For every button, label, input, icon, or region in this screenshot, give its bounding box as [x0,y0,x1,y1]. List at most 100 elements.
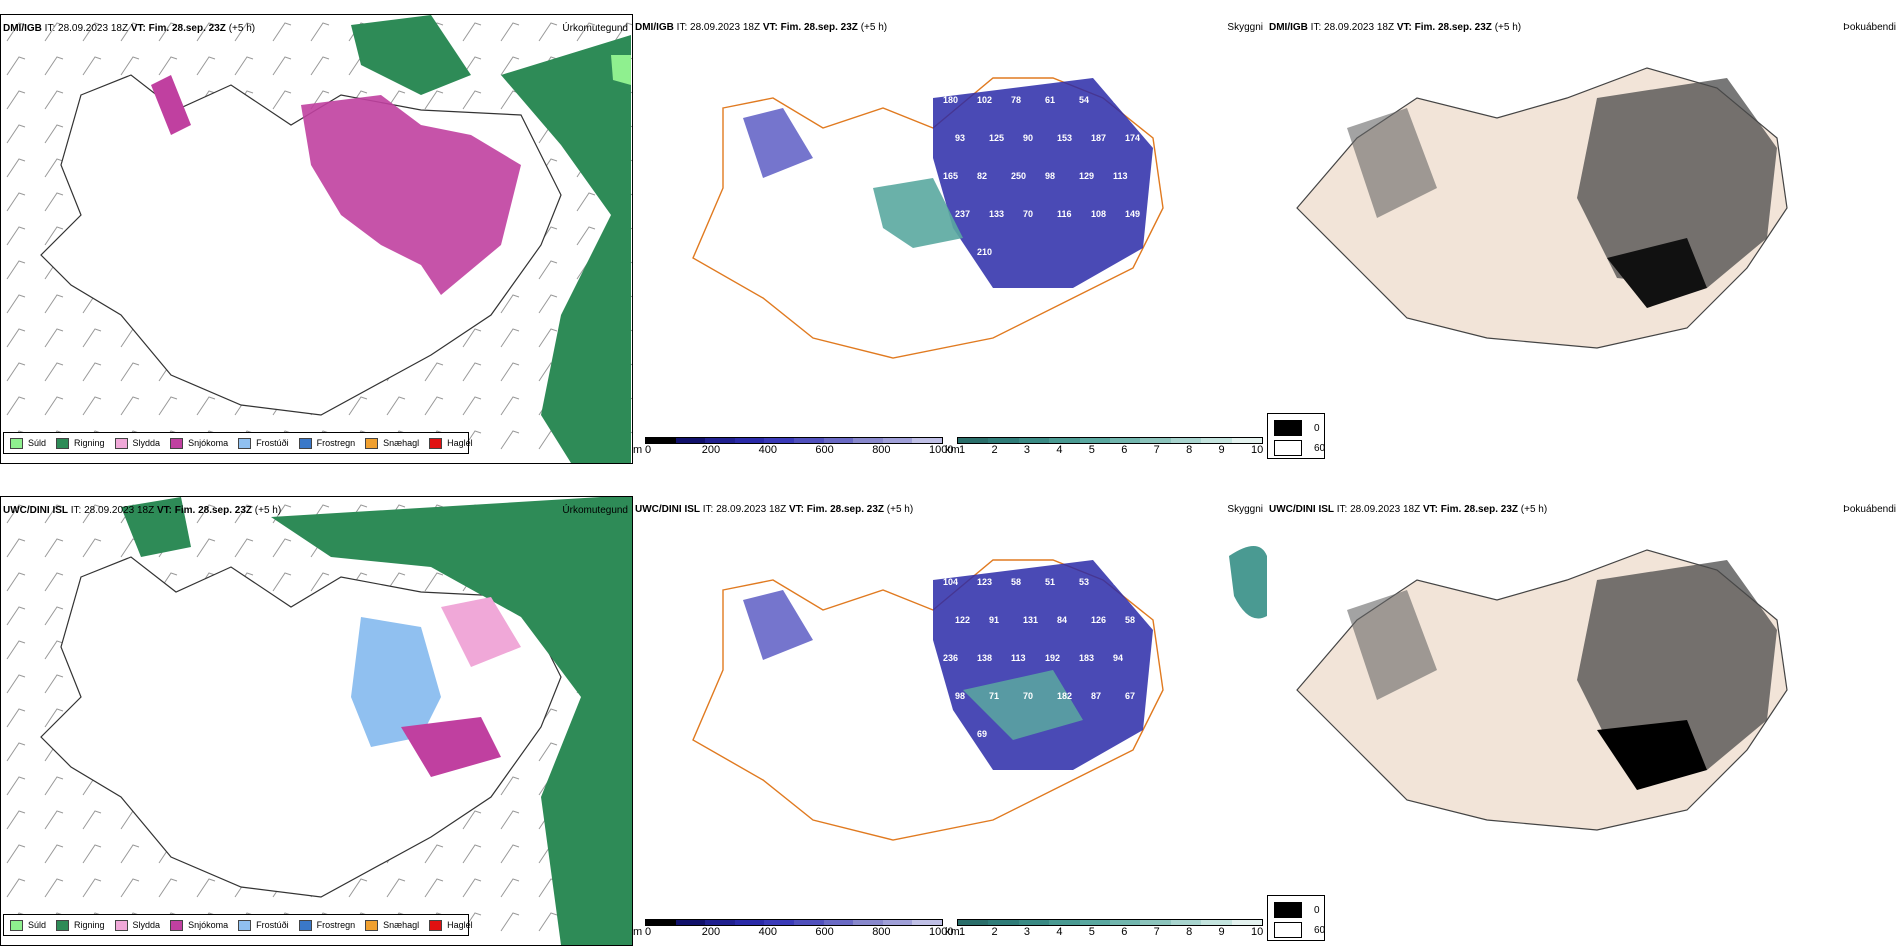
height-colorbar [645,919,943,926]
precip-map-row1 [1,15,632,463]
cloud-base-label: 149 [1125,209,1140,219]
fog-legend-label: 0 [1314,422,1320,434]
cloud-base-label: 71 [989,691,999,701]
height-colorbar [645,437,943,444]
cloud-base-label: 51 [1045,577,1055,587]
fog-legend-row1: 0 60 [1267,413,1325,459]
cloud-base-label: 122 [955,615,970,625]
colorbar-step [675,438,706,443]
legend-swatch [10,437,23,449]
colorbar-step [853,920,883,925]
cloud-base-label: 90 [1023,133,1033,143]
cloud-base-label: 236 [943,653,958,663]
fog-legend-swatch [1274,922,1302,938]
legend-label: Haglél [447,438,473,448]
cloud-base-label: 88 [1113,577,1123,587]
legend-item: Súld [10,437,47,449]
cloud-base-label: 182 [1057,691,1072,701]
legend-label: Snjókoma [188,920,229,930]
colorbar-step [764,438,794,443]
cloud-base-label: 69 [977,729,987,739]
vis-unit: km [945,926,960,938]
fog-panel-row2: UWC/DINI ISL IT: 28.09.2023 18Z VT: Fim.… [1267,496,1900,946]
cloud-base-label: 61 [1045,95,1055,105]
cloud-map-row2: 104 123 58 51 53 88 122 91 131 84 126 58 236 138 113 19… [692,559,1164,841]
param-label: Þokuábendi [1843,504,1896,515]
colorbar-step [675,920,706,925]
colorbar-step [912,438,942,443]
cloud-base-label: 94 [1113,653,1123,663]
param-label: Úrkomutegund [562,505,628,516]
legend-label: Snæhagl [383,920,420,930]
colorbar-tick: 3 [1023,444,1030,456]
legend-label: Rigning [74,920,105,930]
colorbar-tick: 2 [991,444,998,456]
legend-swatch [429,437,443,449]
cloud-base-label: 70 [1023,691,1033,701]
height-colorbar-row1: m 0 200 400 600 800 1000 [633,430,953,460]
colorbar-step [1110,438,1141,443]
colorbar-tick: 4 [1056,444,1063,456]
cloud-base-label: 98 [1045,171,1055,181]
colorbar-tick: 2 [991,926,998,938]
param-label: Skyggni [1227,22,1263,33]
cloud-base-label: 174 [1125,133,1140,143]
cloud-map-row1: 180 102 78 61 54 52 93 125 90 153 187 174 165 82 250 98… [692,77,1164,359]
cloud-base-label: 87 [1091,691,1101,701]
legend-swatch [10,919,23,931]
vis-colorbar-row2: km 1 2 3 4 5 6 7 8 9 10 [945,912,1265,942]
cloud-base-label: 82 [977,171,987,181]
cloud-base-label: 210 [977,247,992,257]
cloud-base-label: 108 [1091,209,1106,219]
legend-label: Slydda [132,438,161,448]
cloud-base-label: 113 [1113,171,1128,181]
legend-swatch [56,437,70,449]
height-colorbar-row2: m 0 200 400 600 800 1000 [633,912,953,942]
cloud-base-label: 52 [1113,95,1123,105]
cloud-base-label: 58 [1011,577,1021,587]
colorbar-step [1049,438,1080,443]
legend-label: Súld [28,438,47,448]
cloud-base-label: 78 [1011,95,1021,105]
precip-legend: Súld Rigning Slydda Snjókoma Frostúði Frostre… [3,432,473,454]
legend-label: Frostregn [316,438,356,448]
colorbar-tick: 5 [1088,926,1095,938]
legend-item: Frostregn [298,919,355,931]
height-unit: m [633,444,643,456]
colorbar-step [734,920,765,925]
colorbar-tick: 400 [758,926,777,938]
fog-legend-swatch [1274,440,1302,456]
legend-swatch [114,437,128,449]
legend-item: Rigning [56,919,105,931]
colorbar-tick: 4 [1056,926,1063,938]
legend-swatch [365,437,379,449]
colorbar-step [882,920,913,925]
colorbar-step [1049,920,1080,925]
cloud-base-label: 84 [1057,615,1067,625]
vis-colorbar [957,437,1263,444]
legend-item: Snjókoma [170,437,229,449]
fog-map-row2 [1296,549,1788,831]
colorbar-step [1079,438,1111,443]
legend-item: Súld [10,919,46,931]
legend-item: Slydda [114,919,160,931]
colorbar-step [912,920,942,925]
cloud-base-label: 123 [977,577,992,587]
fog-legend-row: 0 [1274,902,1320,918]
cloud-base-label: 102 [977,95,992,105]
colorbar-step [882,438,913,443]
colorbar-tick: 400 [758,444,777,456]
legend-label: Snjókoma [188,438,229,448]
colorbar-tick: 1 [959,926,966,938]
colorbar-tick: 9 [1218,444,1225,456]
fog-legend-label: 0 [1314,904,1320,916]
fog-legend-swatch [1274,420,1302,436]
colorbar-step [705,920,735,925]
legend-label: Frostúði [256,438,289,448]
colorbar-tick: 200 [701,926,721,938]
fog-legend-swatch [1274,902,1302,918]
colorbar-tick: 800 [872,444,891,456]
colorbar-tick: 6 [1121,444,1128,456]
legend-label: Snæhagl [383,438,420,448]
vis-colorbar-row1: km 1 2 3 4 5 6 7 8 9 10 [945,430,1265,460]
